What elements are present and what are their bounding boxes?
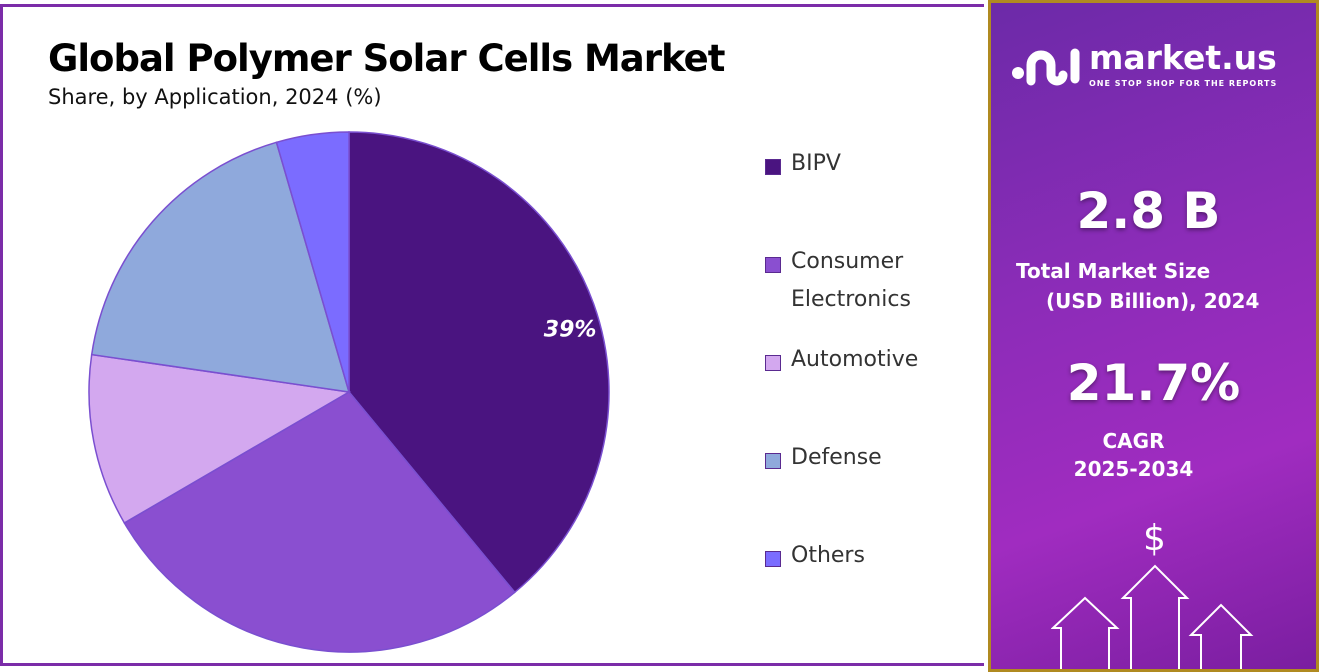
pie-slice-consumer-electronics xyxy=(123,391,516,653)
legend-swatch xyxy=(765,355,781,371)
growth-arrows-icon xyxy=(1051,564,1254,669)
legend-swatch xyxy=(765,453,781,469)
legend-label: Others xyxy=(791,543,865,568)
legend-swatch xyxy=(765,159,781,175)
pie-slice-defense xyxy=(90,141,351,393)
legend-label: Automotive xyxy=(791,347,919,372)
legend-swatch xyxy=(765,257,781,273)
legend-swatch xyxy=(765,551,781,567)
legend-label: Defense xyxy=(791,445,882,470)
chart-panel: Global Polymer Solar Cells Market Share,… xyxy=(0,4,984,666)
cagr-period: 2025-2034 xyxy=(1073,457,1194,481)
brand-tagline: ONE STOP SHOP FOR THE REPORTS xyxy=(1089,79,1278,88)
market-us-logo-icon xyxy=(1012,48,1080,86)
pie-slice-bipv xyxy=(348,131,610,594)
pie-chart: 39% xyxy=(88,131,610,653)
brand-name: market.us xyxy=(1089,38,1277,77)
summary-sidebar: market.us ONE STOP SHOP FOR THE REPORTS … xyxy=(988,0,1319,672)
market-size-value: 2.8 B xyxy=(1076,182,1221,240)
chart-title: Global Polymer Solar Cells Market xyxy=(48,37,725,80)
market-size-label: Total Market Size xyxy=(1016,259,1211,283)
market-size-unit-label: (USD Billion), 2024 xyxy=(1046,289,1260,313)
legend-label: Consumer Electronics xyxy=(791,249,911,312)
dollar-icon: $ xyxy=(1143,518,1166,559)
pie-slice-automotive xyxy=(88,353,352,524)
chart-subtitle: Share, by Application, 2024 (%) xyxy=(48,85,382,109)
data-label: 39% xyxy=(544,318,597,343)
cagr-label: CAGR xyxy=(1102,429,1165,453)
pie-slice-others xyxy=(275,131,350,393)
legend-label: BIPV xyxy=(791,151,841,176)
cagr-value: 21.7% xyxy=(1066,354,1241,412)
